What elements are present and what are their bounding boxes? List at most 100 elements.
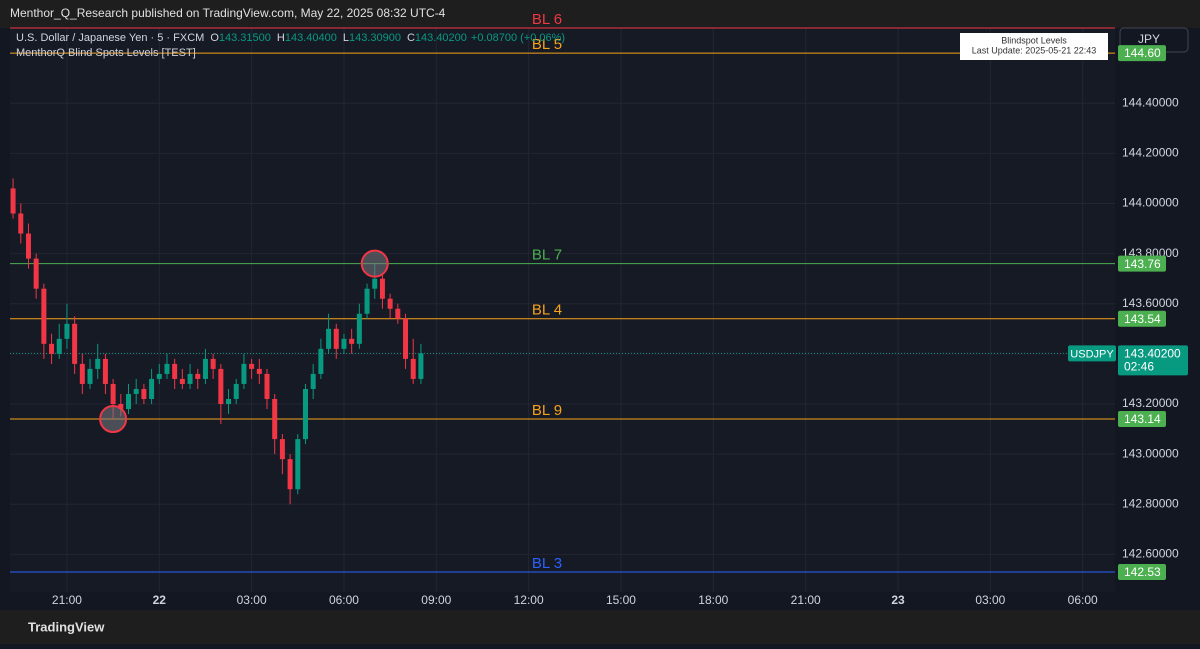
candle-body [233, 383, 239, 399]
legend-item: 143.40400 [285, 32, 337, 44]
published-text: Menthor_Q_Research published on TradingV… [10, 6, 446, 20]
legend-item: 143.30900 [349, 32, 401, 44]
y-tick-label: 143.60000 [1122, 296, 1179, 310]
candle-body [118, 404, 124, 410]
candle-body [379, 278, 385, 299]
candle-body [403, 318, 409, 359]
price-tag-label: 142.53 [1124, 565, 1161, 579]
candle-body [341, 338, 347, 349]
candle-body [10, 188, 16, 214]
candle-body [218, 368, 224, 404]
candle-body [25, 233, 31, 259]
price-tag-label: 144.60 [1124, 46, 1161, 60]
candle-body [326, 328, 332, 349]
x-tick-label: 03:00 [975, 593, 1005, 607]
info-box [960, 33, 1108, 60]
legend-item: U.S. Dollar / Japanese Yen · 5 · FXCM [16, 32, 204, 44]
candle-body [264, 373, 270, 399]
candle-body [356, 313, 362, 344]
candle-body [141, 388, 147, 399]
price-tag-label: 143.14 [1124, 412, 1161, 426]
price-tag [1118, 255, 1166, 272]
candle-body [79, 363, 85, 384]
candle-body [226, 398, 232, 404]
candle-body [202, 358, 208, 379]
candle-body [387, 298, 393, 309]
level-name: BL 6 [532, 11, 562, 28]
highlight-circle [99, 405, 128, 434]
y-tick-label: 143.00000 [1122, 446, 1179, 460]
candle-body [95, 358, 101, 369]
candle-body [179, 378, 185, 384]
candle-body [33, 258, 39, 289]
level-name: BL 4 [532, 302, 562, 319]
legend-item: O [210, 32, 219, 44]
candle-body [310, 373, 316, 389]
candle-body [256, 368, 262, 374]
candle-body [241, 363, 247, 384]
plot-area [10, 28, 1115, 592]
candle-body [56, 338, 62, 354]
candle-body [272, 398, 278, 440]
x-tick-label: 12:00 [514, 593, 544, 607]
y-tick-label: 144.40000 [1122, 95, 1179, 109]
legend-line: U.S. Dollar / Japanese Yen · 5 · FXCM O14… [16, 32, 565, 44]
candle-body [287, 459, 293, 490]
legend-item: C [407, 32, 415, 44]
last-price-label: 143.40200 [1124, 347, 1181, 361]
x-tick-label: 18:00 [698, 593, 728, 607]
level-name: BL 9 [532, 402, 562, 419]
x-tick-label: 21:00 [791, 593, 821, 607]
y-tick-label: 144.20000 [1122, 146, 1179, 160]
level-name: BL 5 [532, 36, 562, 53]
y-tick-label: 143.20000 [1122, 396, 1179, 410]
info-box-text: Blindspot Levels [1001, 35, 1067, 45]
price-tag [1118, 45, 1166, 62]
highlight-circle [360, 249, 389, 278]
candle-body [187, 373, 193, 384]
footer-brand: TradingView [28, 619, 105, 634]
legend-item: 143.31500 [219, 32, 271, 44]
legend-item: L [343, 32, 349, 44]
candle-body [126, 393, 132, 410]
x-tick-label: 21:00 [52, 593, 82, 607]
candle-body [418, 353, 424, 379]
y-tick-label: 144.00000 [1122, 196, 1179, 210]
symbol-tag [1068, 345, 1116, 362]
candle-body [41, 288, 47, 344]
price-tag [1118, 411, 1166, 428]
x-tick-label: 03:00 [237, 593, 267, 607]
info-box-text: Last Update: 2025-05-21 22:43 [972, 45, 1097, 55]
price-tag-label: 143.54 [1124, 312, 1161, 326]
countdown-label: 02:46 [1124, 360, 1154, 374]
candle-body [410, 358, 416, 379]
candle-body [349, 338, 355, 344]
x-tick-label: 06:00 [1068, 593, 1098, 607]
candle-body [210, 358, 216, 369]
y-tick-label: 142.80000 [1122, 496, 1179, 510]
candle-body [164, 363, 170, 374]
candle-body [156, 373, 162, 379]
candle-body [149, 378, 155, 399]
level-name: BL 7 [532, 247, 562, 264]
price-tag-label: 143.76 [1124, 257, 1161, 271]
candle-body [172, 363, 178, 379]
candle-body [333, 328, 339, 349]
legend-item: 143.40200 [415, 32, 467, 44]
candle-body [318, 348, 324, 374]
candle-body [87, 368, 93, 384]
candle-body [195, 373, 201, 379]
candle-body [302, 388, 308, 440]
candle-body [49, 343, 55, 354]
candle-body [102, 358, 108, 384]
legend-item: +0.08700 (+0.06%) [471, 32, 565, 44]
candle-body [279, 439, 285, 460]
candle-body [395, 308, 401, 319]
legend-item: H [277, 32, 285, 44]
candle-body [295, 439, 301, 490]
candle-body [64, 323, 70, 339]
candle-body [110, 383, 116, 404]
currency-label: JPY [1138, 32, 1160, 46]
price-tag [1118, 563, 1166, 580]
